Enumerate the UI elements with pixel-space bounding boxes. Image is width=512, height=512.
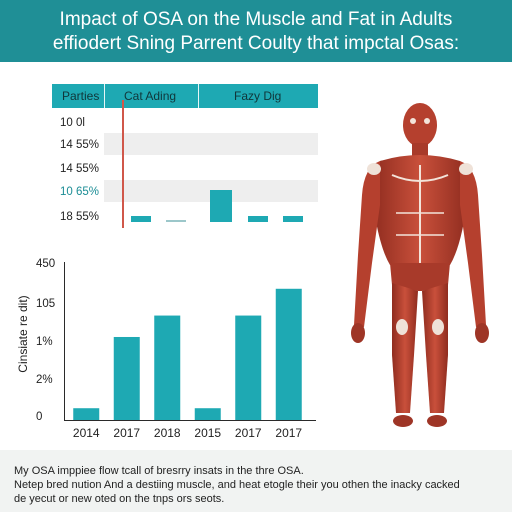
human-muscle-anatomy-icon — [351, 103, 489, 427]
table-header: Parties Cat Ading Fazy Dig — [52, 84, 318, 108]
y-tick-label: 450 — [36, 258, 56, 270]
bar — [113, 336, 140, 420]
table-header-divider — [104, 84, 105, 108]
red-marker-line — [122, 100, 124, 228]
footer-text: My OSA imppiee flow tcall of bresrry ins… — [14, 465, 304, 477]
chart-title: Impact of OSA on the Muscle and Fat in A… — [59, 9, 453, 30]
mini-bar — [248, 216, 268, 222]
y-axis-line — [64, 262, 65, 420]
mini-bar — [210, 190, 232, 222]
footer-text: de yecut or new oted on the tnps ors seo… — [14, 493, 225, 505]
x-tick-label: 2017 — [113, 426, 140, 440]
table-header-cell: Cat Ading — [124, 89, 177, 103]
table-row-label: 14 55% — [60, 163, 100, 175]
table-header-divider — [198, 84, 199, 108]
footer-text: Netep bred nution And a destiing muscle,… — [14, 479, 460, 491]
mini-bar — [166, 220, 186, 222]
y-tick-label: 0 — [36, 411, 43, 423]
x-tick-label: 2018 — [154, 426, 181, 440]
bar — [73, 408, 100, 420]
table-row-label: 18 55% — [60, 211, 100, 223]
title-banner: Impact of OSA on the Muscle and Fat in A… — [0, 0, 512, 62]
bar — [275, 288, 302, 420]
x-tick-label: 2015 — [194, 426, 221, 440]
y-tick-label: 1% — [36, 336, 53, 348]
x-tick-label: 2017 — [235, 426, 262, 440]
mini-bar — [283, 216, 303, 222]
table-row-label: 10 65% — [60, 186, 100, 198]
y-tick-label: 2% — [36, 374, 53, 386]
table-header-cell: Fazy Dig — [234, 89, 282, 103]
chart-subtitle: effiodert Sning Parrent Coulty that impc… — [52, 33, 460, 54]
x-tick-label: 2014 — [73, 426, 100, 440]
footer-band — [0, 450, 512, 512]
x-tick-label: 2017 — [275, 426, 302, 440]
x-axis-line — [64, 420, 316, 421]
bar — [154, 315, 181, 420]
table-row-label: 10 0l — [60, 117, 85, 129]
y-tick-label: 105 — [36, 298, 56, 310]
table-row-band — [104, 133, 318, 155]
table-header-cell: Parties — [62, 89, 100, 103]
bar — [194, 408, 221, 420]
mini-bar — [131, 216, 151, 222]
bar — [235, 315, 262, 420]
table-row-label: 14 55% — [60, 139, 100, 151]
